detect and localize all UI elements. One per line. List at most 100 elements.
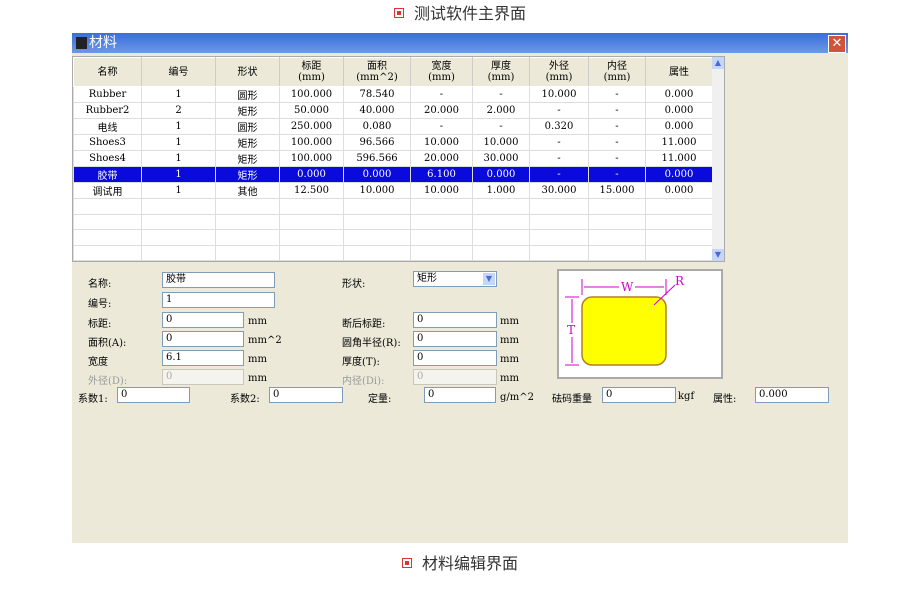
caption-text: 测试软件主界面 [413, 4, 526, 23]
attr-label: 属性: [713, 394, 737, 405]
table-cell: 调试用 [73, 182, 142, 199]
od-label: 外径(D): [88, 376, 128, 387]
table-cell: 10.000 [529, 86, 589, 103]
table-cell [215, 198, 280, 215]
empty-row[interactable] [73, 229, 713, 246]
empty-row[interactable] [73, 260, 713, 261]
gauge-input[interactable]: 0 [162, 312, 244, 328]
column-header[interactable]: 厚度 (mm) [472, 57, 530, 87]
table-cell [410, 213, 473, 230]
table-cell [410, 244, 473, 261]
radius-input[interactable]: 0 [413, 331, 497, 347]
shape-value: 矩形 [417, 273, 437, 284]
break-gauge-input[interactable]: 0 [413, 312, 497, 328]
table-cell [588, 229, 646, 246]
table-cell: 1 [141, 118, 216, 135]
id-label: 编号: [88, 299, 112, 310]
coef2-label: 系数2: [230, 394, 260, 405]
table-cell: - [588, 166, 646, 183]
table-cell [410, 229, 473, 246]
table-cell [279, 229, 344, 246]
coef2-input[interactable]: 0 [269, 387, 343, 403]
table-cell [343, 244, 411, 261]
width-input[interactable]: 6.1 [162, 350, 244, 366]
empty-row[interactable] [73, 244, 713, 261]
scroll-up-icon[interactable]: ▲ [712, 57, 724, 69]
name-input[interactable]: 胶带 [162, 272, 275, 288]
table-row[interactable]: Rubber 1 圆形 100.000 78.540- -10.000-0.000 [73, 86, 713, 103]
table-cell [529, 229, 589, 246]
gauge-label: 标距: [88, 319, 112, 330]
table-row[interactable]: Rubber2 2 矩形 50.000 40.000 20.000 2.000- -0.000 [73, 102, 713, 119]
table-cell [645, 213, 713, 230]
column-header[interactable]: 编号 [141, 57, 216, 87]
column-header[interactable]: 名称 [73, 57, 142, 87]
chevron-down-icon[interactable]: ▼ [483, 273, 495, 285]
table-cell: 30.000 [472, 150, 530, 167]
id-input[interactable]: 1 [162, 292, 275, 308]
header-label: 标距 [301, 61, 322, 72]
table-cell [645, 229, 713, 246]
column-header[interactable]: 宽度 (mm) [410, 57, 473, 87]
area-label: 面积(A): [88, 338, 127, 349]
column-header[interactable]: 标距 (mm) [279, 57, 344, 87]
table-cell: 2 [141, 102, 216, 119]
table-cell: 0.000 [645, 118, 713, 135]
table-cell: - [410, 86, 473, 103]
table-row[interactable]: 电线 1 圆形 250.000 0.080- -0.320-0.000 [73, 118, 713, 135]
table-cell: 0.000 [472, 166, 530, 183]
scrollbar[interactable]: ▲ ▼ [712, 57, 724, 261]
material-window: 材料 ✕ 名称 编号 形状 标距 (mm) 面积 (mm^2) 宽度 (mm) 厚度 (mm) 外径(… [72, 33, 848, 543]
table-cell: 1 [141, 86, 216, 103]
table-cell [215, 244, 280, 261]
attr-input[interactable]: 0.000 [755, 387, 829, 403]
quant-unit: g/m^2 [500, 392, 534, 403]
table-row[interactable]: 胶带 1 矩形 0.000 0.000 6.100 0.000- -0.000 [73, 166, 713, 183]
column-header[interactable]: 内径 (mm) [588, 57, 646, 87]
header-unit: (mm) [428, 72, 455, 83]
table-cell [343, 198, 411, 215]
weight-input[interactable]: 0 [602, 387, 676, 403]
empty-row[interactable] [73, 198, 713, 215]
table-cell: 100.000 [279, 86, 344, 103]
table-cell: - [529, 102, 589, 119]
table-row[interactable]: 调试用 1 其他 12.500 10.000 10.000 1.000 30.000 15.00… [73, 182, 713, 199]
table-cell [343, 260, 411, 261]
close-button[interactable]: ✕ [828, 35, 846, 53]
table-cell: 圆形 [215, 86, 280, 103]
table-cell: 100.000 [279, 134, 344, 151]
table-cell: 0.000 [645, 182, 713, 199]
table-cell [73, 229, 142, 246]
header-unit: (mm) [603, 72, 631, 83]
table-row[interactable]: Shoes3 1 矩形 100.000 96.566 10.000 10.000- -11.0… [73, 134, 713, 151]
table-row[interactable]: Shoes4 1 矩形 100.000 596.566 20.000 30.000- -11.… [73, 150, 713, 167]
shape-select[interactable]: 矩形 ▼ [413, 271, 497, 287]
inner-diameter-unit: mm [500, 373, 519, 384]
column-header[interactable]: 形状 [215, 57, 280, 87]
table-cell: 2.000 [472, 102, 530, 119]
table-cell [279, 244, 344, 261]
column-header[interactable]: 面积 (mm^2) [343, 57, 411, 87]
quant-input[interactable]: 0 [424, 387, 496, 403]
scroll-down-icon[interactable]: ▼ [712, 249, 724, 261]
thickness-input[interactable]: 0 [413, 350, 497, 366]
coef1-input[interactable]: 0 [117, 387, 190, 403]
od-input: 0 [162, 369, 244, 385]
thickness-unit: mm [500, 354, 519, 365]
table-cell [588, 198, 646, 215]
area-input[interactable]: 0 [162, 331, 244, 347]
table-cell [472, 198, 530, 215]
table-cell: 0.000 [279, 166, 344, 183]
column-header[interactable]: 外径 (mm) [529, 57, 589, 87]
title-bar: 材料 [72, 33, 848, 53]
table-cell [215, 229, 280, 246]
break-gauge-unit: mm [500, 316, 519, 327]
column-header[interactable]: 属性 [645, 57, 713, 87]
weight-unit: kgf [678, 391, 695, 402]
table-cell: 596.566 [343, 150, 411, 167]
area-unit: mm^2 [248, 335, 282, 346]
w-label: W [621, 280, 634, 294]
inner-diameter-label: 内径(Di): [342, 376, 385, 387]
empty-row[interactable] [73, 213, 713, 230]
table-cell [141, 198, 216, 215]
